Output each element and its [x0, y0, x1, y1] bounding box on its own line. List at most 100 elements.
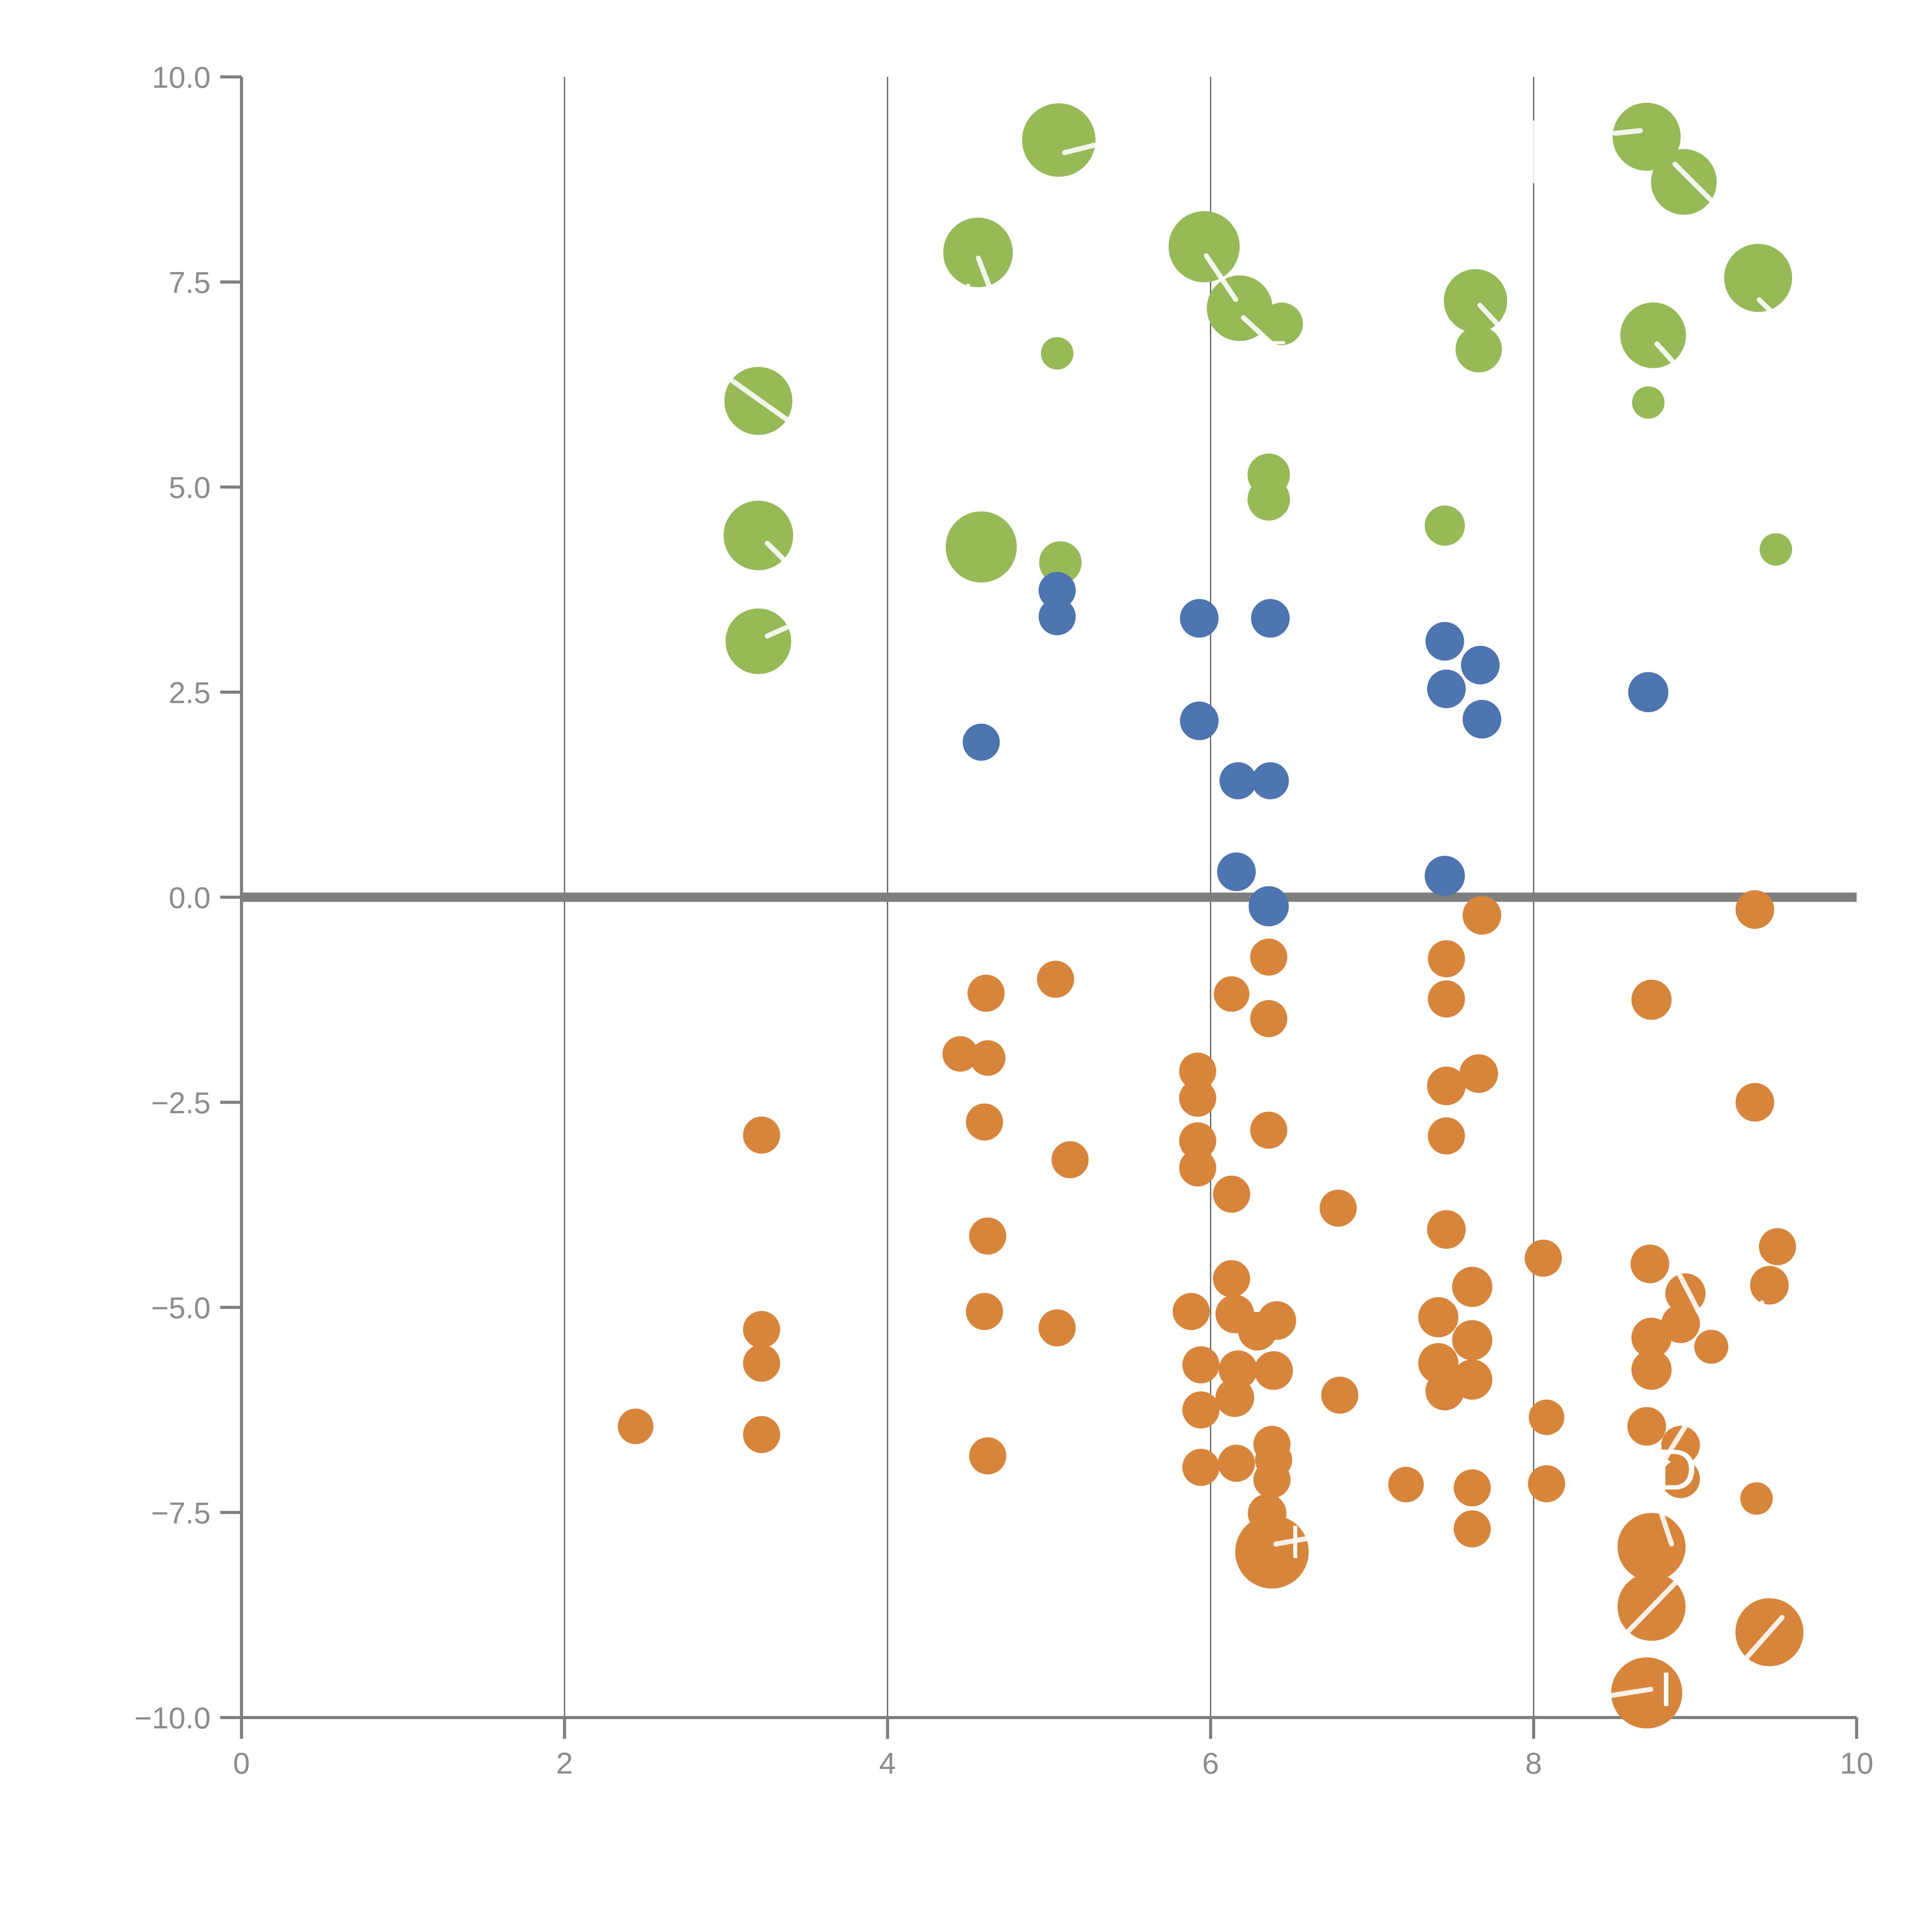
blue-data-point	[1463, 700, 1502, 739]
orange-data-point	[966, 1103, 1003, 1141]
blue-data-point	[1425, 622, 1464, 661]
x-tick-label: 4	[879, 1746, 896, 1780]
orange-data-point	[1454, 1469, 1491, 1507]
orange-data-point	[1631, 1349, 1672, 1390]
orange-data-point	[970, 1040, 1006, 1076]
orange-data-point	[1179, 1053, 1216, 1090]
orange-data-point	[1172, 1293, 1210, 1330]
orange-data-point	[1631, 980, 1672, 1020]
orange-data-point	[743, 1311, 780, 1348]
annotation-leader-line-7	[765, 541, 844, 619]
y-tick-label: 5.0	[169, 471, 211, 505]
annotation-leader-line-4	[1204, 253, 1238, 302]
orange-data-point	[1750, 1266, 1789, 1305]
orange-data-point	[1038, 1309, 1076, 1347]
y-tick-label: 7.5	[169, 265, 211, 299]
annotation-leader-line-17	[1738, 1615, 1785, 1667]
green-data-point	[1632, 386, 1665, 419]
annotation-leader-line-1	[1672, 162, 1732, 221]
green-data-point	[1168, 211, 1240, 282]
orange-data-point	[1661, 1426, 1700, 1465]
orange-data-point	[1529, 1399, 1565, 1435]
annotation-leader-line-16	[1624, 1580, 1678, 1636]
orange-data-point	[1388, 1467, 1424, 1503]
orange-data-point	[1428, 940, 1465, 978]
blue-data-point	[1180, 701, 1219, 740]
orange-data-point	[1253, 1461, 1291, 1498]
orange-data-point	[1321, 1376, 1359, 1414]
green-data-point	[943, 218, 1013, 287]
blue-data-point	[1248, 886, 1289, 927]
orange-data-point	[1428, 1117, 1465, 1155]
orange-data-point	[743, 1344, 780, 1382]
green-data-point	[1425, 505, 1465, 546]
x-tick-label: 10	[1840, 1746, 1874, 1780]
green-data-point	[725, 608, 791, 674]
blue-data-point	[1180, 599, 1219, 638]
y-tick-label: 2.5	[169, 675, 211, 709]
orange-data-point	[1257, 1301, 1296, 1340]
orange-data-point	[1427, 1066, 1466, 1105]
orange-data-point	[1463, 896, 1502, 935]
orange-data-point	[1525, 1240, 1562, 1277]
orange-data-point	[1179, 1149, 1216, 1187]
blue-data-point	[1628, 672, 1668, 713]
orange-data-point	[1735, 1083, 1774, 1122]
orange-data-point	[1182, 1449, 1219, 1486]
annotation-leader-line-15	[1657, 1507, 1674, 1547]
annotation-leader-line-19	[1530, 120, 1537, 184]
orange-data-point	[1250, 1111, 1287, 1149]
green-data-point	[1039, 541, 1082, 584]
blue-data-point	[1427, 669, 1466, 708]
orange-data-point	[967, 975, 1005, 1012]
orange-data-point	[1051, 1141, 1089, 1179]
annotation-text-fragment-0: A	[1158, 102, 1188, 152]
blue-data-point	[1217, 852, 1256, 891]
green-data-point	[1207, 275, 1273, 341]
orange-data-point	[1182, 1391, 1219, 1429]
annotation-text-fragment-1: L	[964, 276, 984, 317]
orange-data-point	[1037, 961, 1074, 998]
orange-data-point	[1627, 1407, 1666, 1446]
x-tick-label: 2	[556, 1746, 573, 1780]
annotation-text-fragment-5: o	[1746, 1400, 1764, 1437]
orange-data-point	[1213, 1260, 1250, 1298]
orange-data-point	[1630, 1244, 1669, 1283]
orange-data-point	[1611, 1657, 1682, 1729]
green-data-point	[1260, 303, 1303, 345]
annotation-leader-line-12	[1675, 1269, 1702, 1316]
orange-data-point	[969, 1217, 1007, 1255]
blue-data-point	[1461, 646, 1500, 685]
green-data-point	[1760, 533, 1792, 566]
orange-data-point	[743, 1116, 780, 1154]
annotation-leader-line-11	[1757, 297, 1816, 355]
annotation-text-fragment-2: WT	[1226, 333, 1286, 376]
x-tick-label: 8	[1525, 1746, 1542, 1780]
orange-data-point	[1215, 1378, 1254, 1417]
blue-data-point	[1252, 762, 1289, 799]
annotation-leader-line-8	[765, 606, 830, 639]
green-data-point	[1022, 103, 1096, 177]
y-tick-label: −5.0	[151, 1291, 211, 1325]
orange-data-point	[1179, 1122, 1216, 1160]
annotation-text-fragment-7: I	[1660, 1663, 1673, 1716]
annotation-leader-line-18	[1603, 1687, 1653, 1699]
annotation-leader-line-10	[1654, 341, 1711, 403]
orange-data-point	[1759, 1228, 1796, 1265]
orange-data-point	[942, 1036, 978, 1072]
blue-data-point	[1219, 762, 1257, 799]
annotation-leader-line-13	[1659, 1300, 1765, 1467]
annotation-text-fragment-6: l	[1290, 1518, 1300, 1568]
orange-data-point	[1528, 1465, 1565, 1502]
annotation-leader-line-2	[1612, 128, 1643, 136]
orange-data-point	[1617, 1513, 1686, 1581]
orange-data-point	[1661, 1459, 1700, 1498]
y-tick-label: 0.0	[169, 881, 211, 915]
green-data-point	[1724, 244, 1793, 312]
blue-data-point	[1038, 598, 1076, 635]
green-data-point	[1247, 478, 1290, 521]
orange-data-point	[1735, 890, 1774, 929]
orange-data-point	[1213, 1175, 1250, 1213]
orange-data-point	[1179, 1080, 1216, 1117]
green-data-point	[946, 511, 1017, 583]
